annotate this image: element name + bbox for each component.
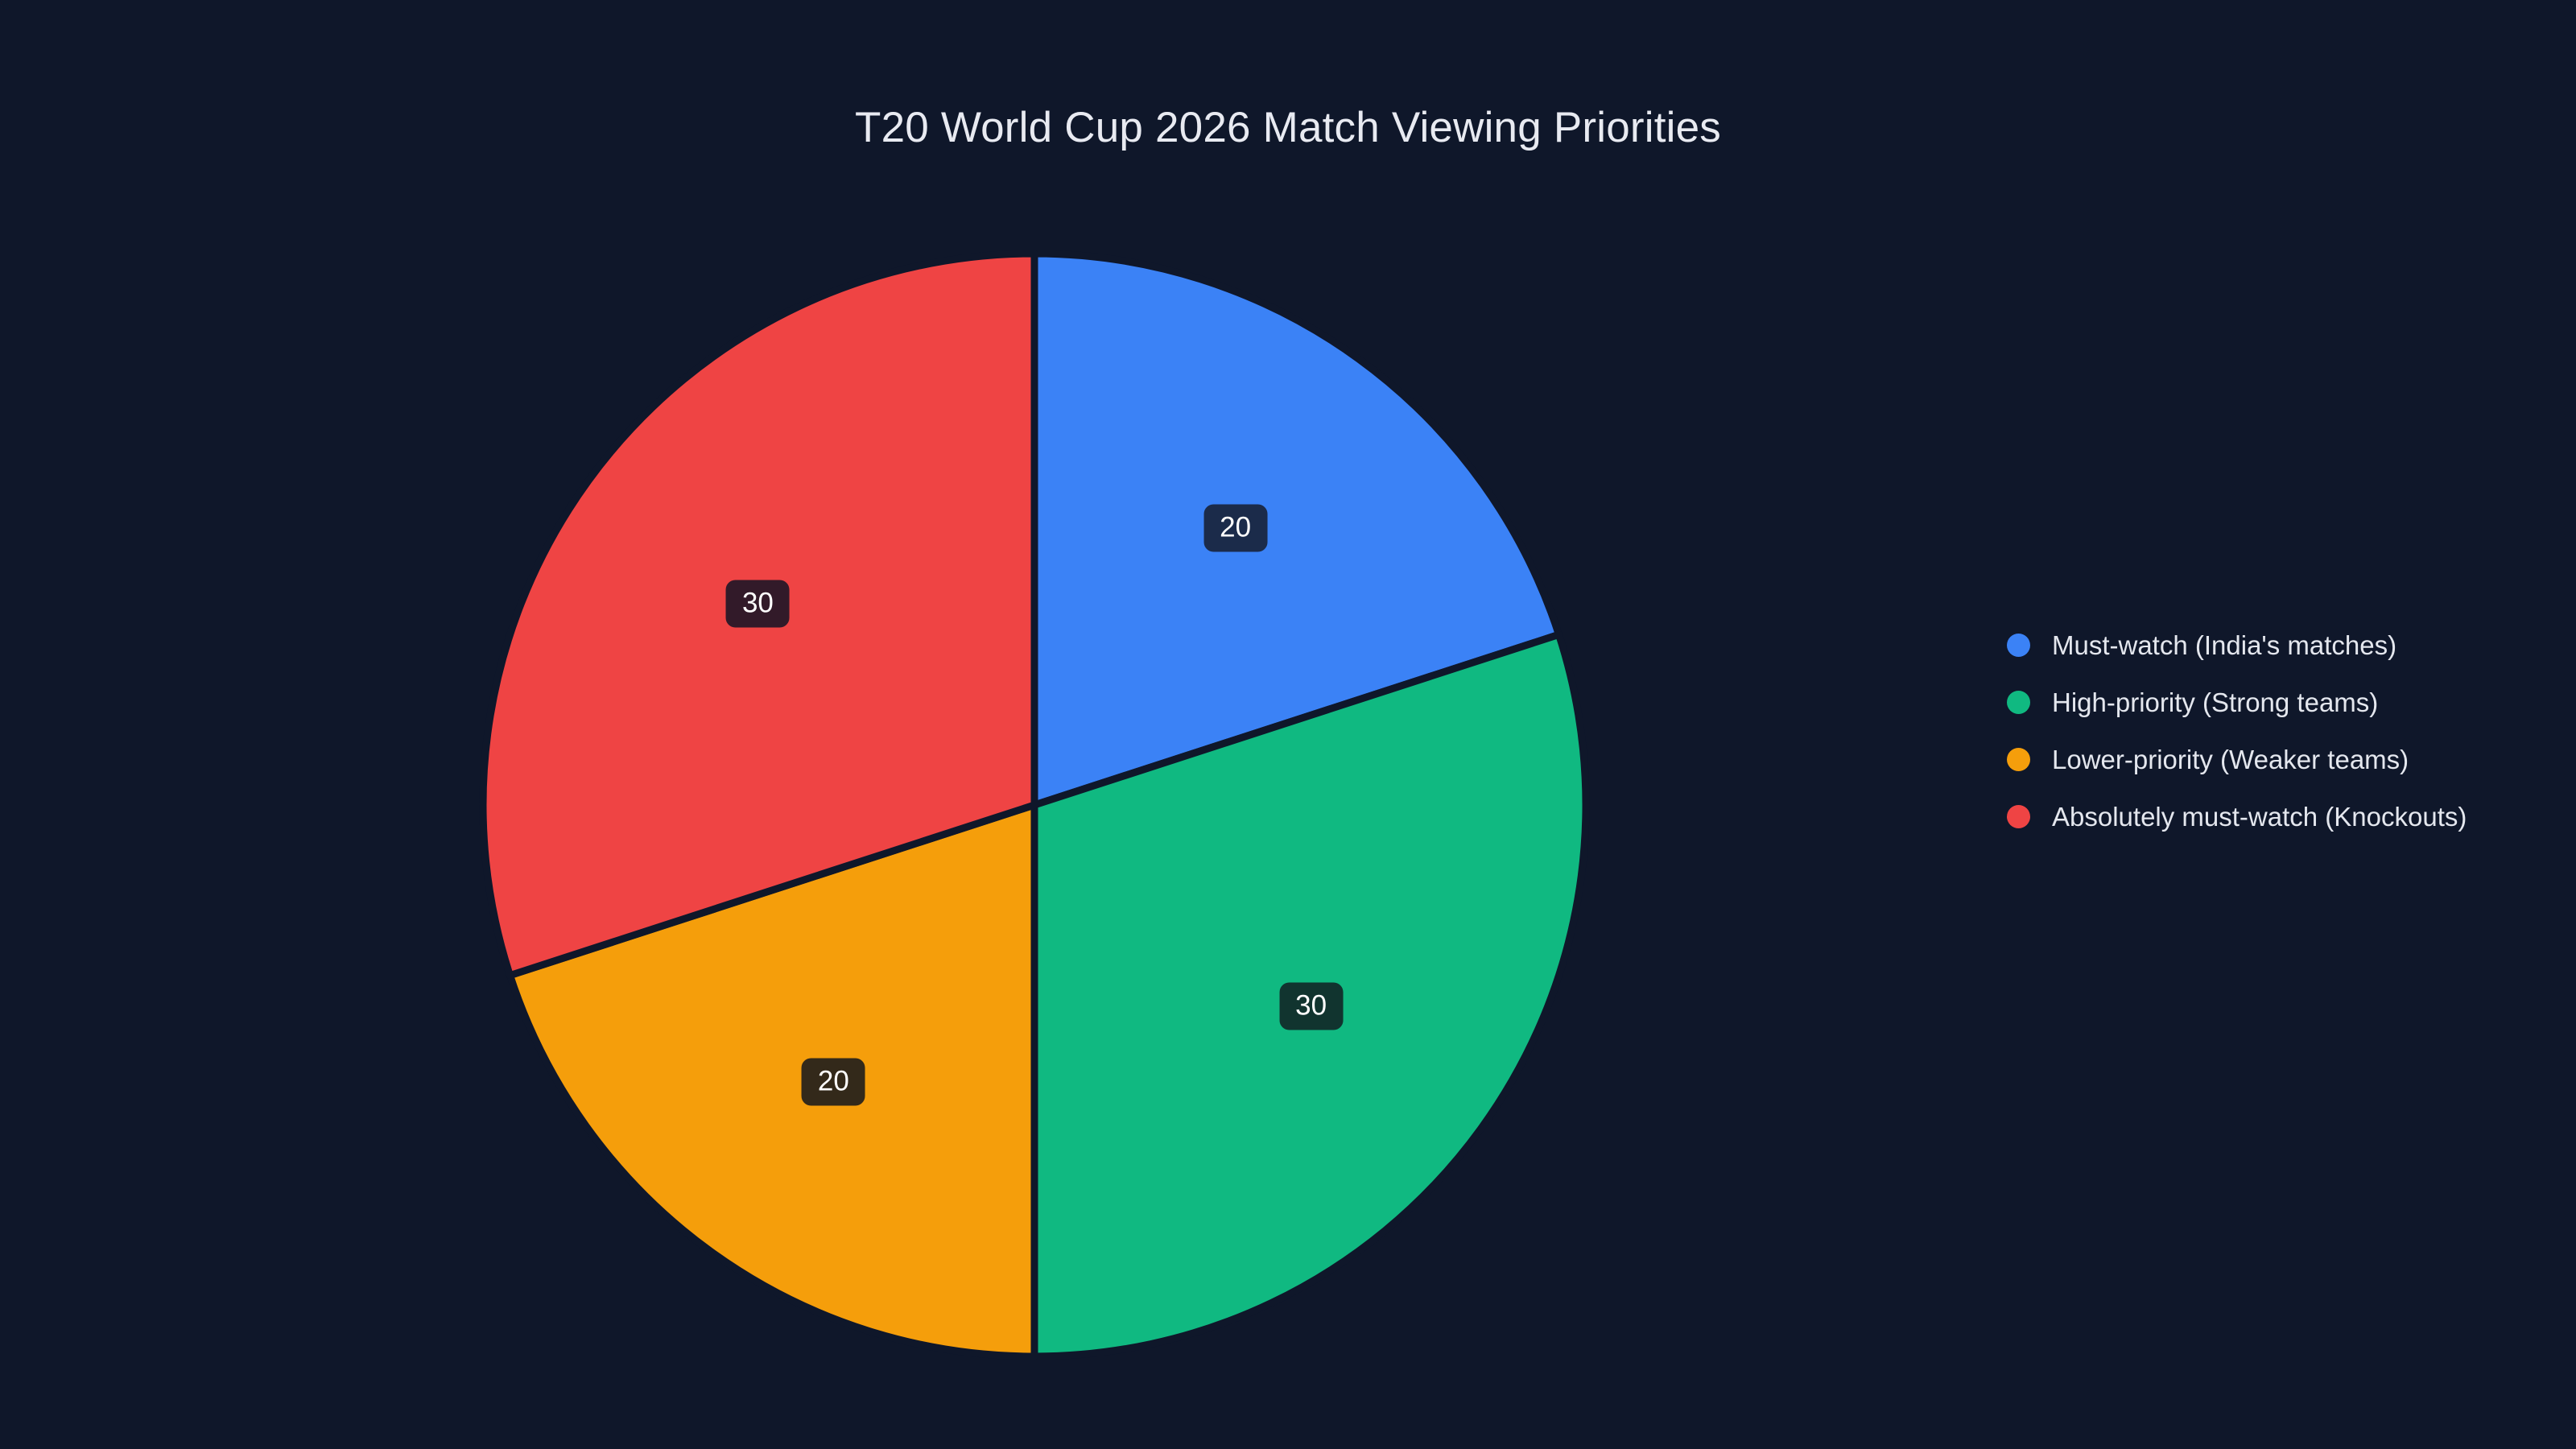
page-title: T20 World Cup 2026 Match Viewing Priorit… — [855, 104, 1721, 151]
legend-item[interactable]: Must-watch (India's matches) — [2007, 617, 2467, 674]
legend-color-swatch-icon — [2007, 634, 2030, 657]
legend-item[interactable]: Absolutely must-watch (Knockouts) — [2007, 788, 2467, 845]
pie-slice[interactable] — [506, 801, 1038, 1360]
legend-item[interactable]: High-priority (Strong teams) — [2007, 674, 2467, 731]
legend-color-swatch-icon — [2007, 691, 2030, 714]
pie-slice-value-label: 20 — [801, 1058, 865, 1106]
legend-color-swatch-icon — [2007, 748, 2030, 771]
pie-slice-value-label: 30 — [1279, 982, 1344, 1030]
legend-item-label: High-priority (Strong teams) — [2052, 687, 2379, 717]
legend-color-swatch-icon — [2007, 805, 2030, 828]
legend-item[interactable]: Lower-priority (Weaker teams) — [2007, 731, 2467, 788]
pie-slice[interactable] — [1030, 250, 1563, 809]
pie-slice-value-label: 20 — [1203, 504, 1268, 552]
legend-item-label: Lower-priority (Weaker teams) — [2052, 745, 2409, 774]
pie-slice-group — [479, 250, 1590, 1360]
chart-legend: Must-watch (India's matches) High-priorit… — [2007, 617, 2467, 845]
legend-item-label: Must-watch (India's matches) — [2052, 630, 2397, 660]
pie-slice-value-label: 30 — [725, 580, 790, 628]
legend-item-label: Absolutely must-watch (Knockouts) — [2052, 802, 2467, 832]
